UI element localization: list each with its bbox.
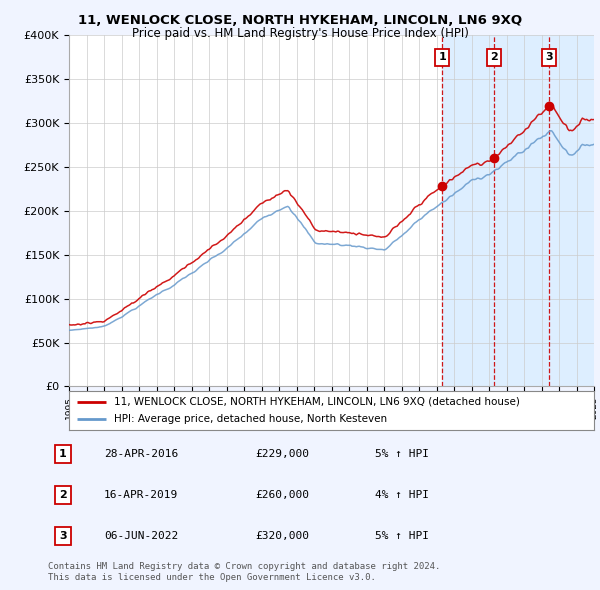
Text: 4% ↑ HPI: 4% ↑ HPI: [375, 490, 429, 500]
Text: 2: 2: [490, 53, 498, 63]
Text: Contains HM Land Registry data © Crown copyright and database right 2024.
This d: Contains HM Land Registry data © Crown c…: [48, 562, 440, 582]
Text: 16-APR-2019: 16-APR-2019: [104, 490, 178, 500]
Text: £229,000: £229,000: [255, 449, 309, 458]
Text: HPI: Average price, detached house, North Kesteven: HPI: Average price, detached house, Nort…: [113, 414, 387, 424]
Text: 1: 1: [59, 449, 67, 458]
Text: 3: 3: [59, 532, 67, 541]
Text: 1: 1: [438, 53, 446, 63]
Text: 5% ↑ HPI: 5% ↑ HPI: [375, 532, 429, 541]
Text: 5% ↑ HPI: 5% ↑ HPI: [375, 449, 429, 458]
Text: 06-JUN-2022: 06-JUN-2022: [104, 532, 178, 541]
Text: 2: 2: [59, 490, 67, 500]
Text: £260,000: £260,000: [255, 490, 309, 500]
Text: 3: 3: [545, 53, 553, 63]
Text: 11, WENLOCK CLOSE, NORTH HYKEHAM, LINCOLN, LN6 9XQ: 11, WENLOCK CLOSE, NORTH HYKEHAM, LINCOL…: [78, 14, 522, 27]
Text: £320,000: £320,000: [255, 532, 309, 541]
Bar: [442, 35, 594, 386]
Text: 11, WENLOCK CLOSE, NORTH HYKEHAM, LINCOLN, LN6 9XQ (detached house): 11, WENLOCK CLOSE, NORTH HYKEHAM, LINCOL…: [113, 396, 520, 407]
Text: 28-APR-2016: 28-APR-2016: [104, 449, 178, 458]
Text: Price paid vs. HM Land Registry's House Price Index (HPI): Price paid vs. HM Land Registry's House …: [131, 27, 469, 40]
